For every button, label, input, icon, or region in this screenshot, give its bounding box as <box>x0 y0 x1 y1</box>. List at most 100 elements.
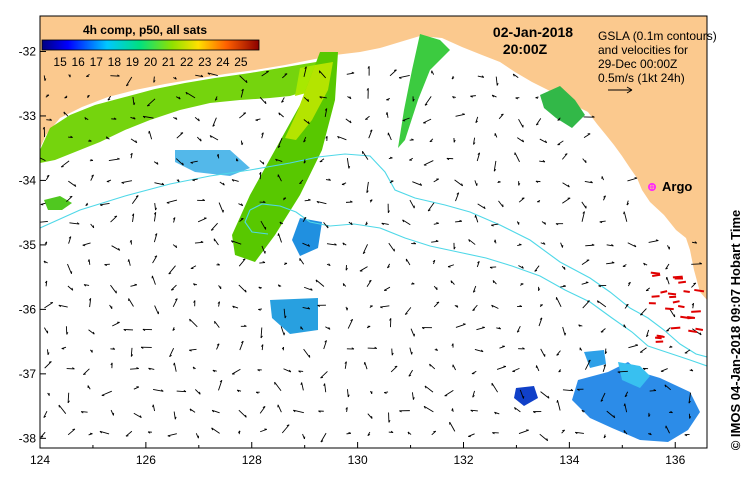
velocity-arrow <box>153 161 159 165</box>
y-tick-label: -36 <box>19 302 37 316</box>
velocity-arrow <box>152 255 158 264</box>
velocity-arrow <box>517 243 522 246</box>
velocity-arrow <box>173 76 177 80</box>
velocity-arrow <box>40 202 46 206</box>
velocity-arrow <box>67 285 74 291</box>
velocity-arrow <box>260 220 267 230</box>
velocity-arrow <box>219 181 225 186</box>
velocity-arrow <box>602 364 607 372</box>
contour-line-1 <box>40 153 707 358</box>
velocity-arrow <box>599 220 606 224</box>
velocity-arrow <box>515 97 520 100</box>
velocity-arrow <box>689 368 694 372</box>
velocity-arrow <box>316 200 327 205</box>
velocity-arrow <box>600 328 606 333</box>
velocity-arrow <box>367 413 373 419</box>
velocity-arrow <box>43 75 47 81</box>
velocity-arrow <box>342 242 347 246</box>
velocity-arrow <box>477 75 485 78</box>
title-date: 02-Jan-2018 <box>493 24 573 40</box>
velocity-arrow <box>451 343 454 348</box>
velocity-arrow <box>476 152 481 162</box>
velocity-arrow <box>555 223 564 226</box>
velocity-arrow <box>561 153 568 160</box>
velocity-arrow <box>261 245 266 254</box>
velocity-arrow <box>107 95 112 101</box>
velocity-arrow <box>274 381 282 392</box>
velocity-arrow <box>692 241 698 244</box>
velocity-arrow <box>110 74 120 77</box>
velocity-arrow <box>142 328 153 331</box>
velocity-arrow <box>108 157 120 161</box>
velocity-arrow <box>433 285 438 291</box>
velocity-arrow <box>303 96 310 102</box>
velocity-arrow <box>627 242 637 248</box>
velocity-arrow <box>381 222 389 226</box>
velocity-arrow <box>88 329 95 335</box>
red-velocity-arrows <box>648 271 705 343</box>
velocity-arrow <box>214 320 220 328</box>
velocity-arrow <box>325 136 328 141</box>
velocity-arrow <box>323 222 329 229</box>
velocity-arrow <box>684 349 691 354</box>
velocity-arrow <box>365 221 368 226</box>
velocity-arrow <box>444 389 454 397</box>
velocity-arrow <box>669 345 673 348</box>
velocity-arrow <box>423 118 432 124</box>
velocity-arrow <box>303 66 307 77</box>
velocity-arrow <box>239 75 248 84</box>
velocity-arrow <box>110 284 117 294</box>
velocity-arrow <box>359 266 368 272</box>
velocity-arrow <box>540 391 550 399</box>
velocity-arrow <box>209 135 219 141</box>
velocity-arrow <box>284 262 288 265</box>
velocity-arrow <box>257 369 262 372</box>
velocity-arrow <box>470 95 476 98</box>
velocity-arrow <box>423 405 434 413</box>
velocity-arrow <box>176 179 180 183</box>
velocity-arrow <box>194 240 204 244</box>
velocity-arrow <box>628 344 638 349</box>
velocity-arrow <box>218 202 224 213</box>
y-tick-label: -35 <box>19 238 37 252</box>
y-tick-label: -38 <box>19 431 37 445</box>
velocity-arrow <box>562 388 574 392</box>
colorbar-ticks: 15 16 17 18 19 20 21 22 23 24 25 <box>53 55 248 69</box>
velocity-arrow <box>189 348 197 352</box>
velocity-arrow <box>275 158 283 163</box>
velocity-arrow <box>617 370 628 374</box>
velocity-arrow <box>411 282 415 285</box>
velocity-arrow <box>684 434 690 437</box>
title-time: 20:00Z <box>503 41 548 57</box>
velocity-arrow <box>101 390 112 397</box>
velocity-arrow <box>238 203 244 207</box>
velocity-arrow <box>283 308 287 319</box>
velocity-arrow <box>302 306 311 310</box>
velocity-arrow <box>453 242 456 250</box>
velocity-arrow <box>560 242 564 248</box>
velocity-arrow <box>277 284 282 288</box>
velocity-arrow <box>300 326 304 330</box>
velocity-arrow <box>258 308 263 311</box>
velocity-arrow <box>429 138 434 143</box>
velocity-arrow <box>489 266 497 269</box>
velocity-arrow <box>43 260 48 264</box>
velocity-arrow <box>86 73 90 78</box>
velocity-arrow <box>598 285 607 288</box>
colorbar-tick-label: 18 <box>108 55 122 69</box>
velocity-arrow <box>319 158 325 163</box>
velocity-arrow <box>492 280 497 285</box>
velocity-arrow <box>604 348 608 354</box>
colorbar-tick-label: 16 <box>71 55 85 69</box>
colorbar-tick-label: 22 <box>180 55 194 69</box>
velocity-arrow <box>539 160 546 163</box>
velocity-arrow <box>561 429 565 434</box>
velocity-arrow <box>366 181 369 193</box>
velocity-arrow <box>623 430 628 435</box>
sst-patch-strip-right <box>398 34 450 148</box>
velocity-arrow <box>154 305 160 315</box>
velocity-arrow <box>434 348 438 351</box>
velocity-arrow <box>473 137 476 145</box>
velocity-arrow <box>347 389 350 398</box>
colorbar-tick-label: 21 <box>162 55 176 69</box>
